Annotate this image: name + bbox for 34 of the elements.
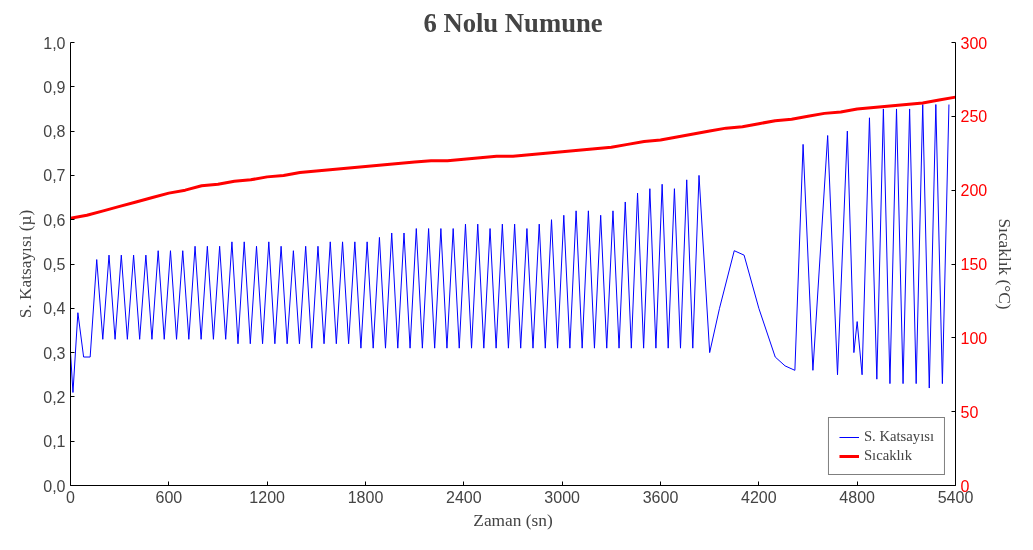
x-tick-label: 1200 xyxy=(249,488,286,506)
x-tick-label: 2400 xyxy=(446,488,482,506)
x-tick-label: 3600 xyxy=(642,488,679,506)
y-tick-label: 0,7 xyxy=(43,167,66,185)
y-axis-title: S. Katsayısı (µ) xyxy=(16,209,36,319)
x-tick-label: 0 xyxy=(66,488,76,506)
y2-tick-label: 250 xyxy=(960,108,988,126)
y-tick-label: 0,0 xyxy=(43,477,66,495)
chart-title: 6 Nolu Numune xyxy=(423,7,603,38)
y-tick-label: 0,3 xyxy=(43,344,66,362)
x-axis-title: Zaman (sn) xyxy=(473,510,553,530)
y2-axis-title: Sıcaklık (°C) xyxy=(995,218,1015,310)
y2-tick-label: 300 xyxy=(960,34,988,52)
x-tick-label: 1800 xyxy=(347,488,384,506)
y2-tick-label: 150 xyxy=(960,256,988,273)
y-tick-label: 1,0 xyxy=(43,34,66,52)
y-tick-label: 0,9 xyxy=(43,78,66,96)
y2-tick-label: 100 xyxy=(960,329,988,347)
legend-label: Sıcaklık xyxy=(863,447,913,464)
x-tick-label: 4800 xyxy=(839,488,876,506)
x-tick-label: 4200 xyxy=(741,488,777,506)
y2-tick-label: 200 xyxy=(960,182,988,200)
x-tick-label: 600 xyxy=(155,488,183,506)
y-tick-label: 0,1 xyxy=(43,433,66,451)
line-series xyxy=(70,95,956,220)
y-tick-label: 0,2 xyxy=(43,388,66,406)
y2-tick-label: 50 xyxy=(960,403,979,421)
y-tick-label: 0,8 xyxy=(43,123,66,141)
legend-label: S. Katsayısı xyxy=(863,428,934,445)
y-tick-label: 0,4 xyxy=(43,300,66,318)
y-tick-label: 0,5 xyxy=(43,256,66,273)
y-tick-label: 0,6 xyxy=(43,211,66,229)
line-series xyxy=(70,104,950,393)
x-tick-label: 3000 xyxy=(544,488,581,506)
